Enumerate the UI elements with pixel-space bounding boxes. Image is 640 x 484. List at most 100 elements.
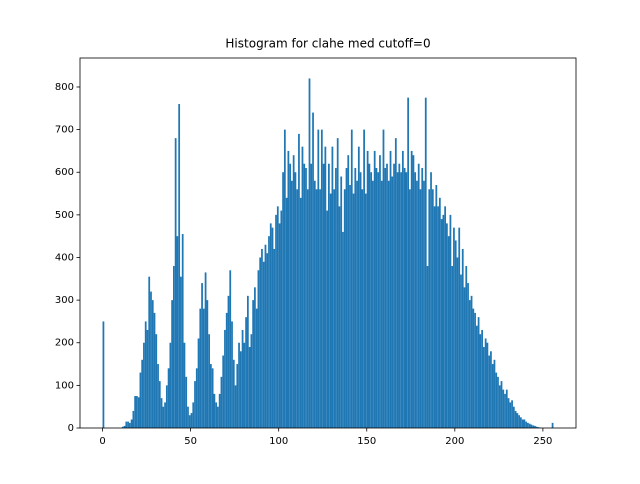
bar <box>335 168 337 428</box>
bar <box>321 130 323 428</box>
bar <box>161 398 163 428</box>
bar <box>450 215 452 428</box>
x-tick-label: 250 <box>533 436 552 447</box>
bar <box>148 277 150 428</box>
bar <box>242 330 244 428</box>
bar <box>409 189 411 428</box>
bar <box>460 275 462 428</box>
bar <box>141 360 143 428</box>
bar <box>494 360 496 428</box>
bar <box>150 292 152 428</box>
y-tick-label: 300 <box>55 295 74 306</box>
bar <box>340 177 342 428</box>
bar <box>275 215 277 428</box>
bar <box>247 296 249 428</box>
bar <box>520 417 522 428</box>
bar <box>444 206 446 428</box>
bar <box>184 343 186 428</box>
x-tick-label: 200 <box>445 436 464 447</box>
bar <box>199 309 201 428</box>
bar <box>268 236 270 428</box>
y-tick-label: 800 <box>55 82 74 93</box>
bar <box>476 326 478 428</box>
bar <box>295 172 297 428</box>
bar <box>332 147 334 428</box>
bar <box>365 194 367 428</box>
x-tick-label: 0 <box>99 436 105 447</box>
bar <box>487 343 489 428</box>
bar <box>358 147 360 428</box>
bar <box>266 253 268 428</box>
bar <box>428 189 430 428</box>
bar <box>272 228 274 428</box>
bar <box>330 194 332 428</box>
bar <box>168 368 170 428</box>
bar <box>201 283 203 428</box>
bar <box>467 283 469 428</box>
bar <box>265 245 267 428</box>
bar <box>529 424 531 428</box>
bar <box>317 130 319 428</box>
bar <box>298 134 300 428</box>
bar <box>173 266 175 428</box>
bar <box>177 236 179 428</box>
y-tick-label: 0 <box>68 423 74 434</box>
y-tick-label: 100 <box>55 380 74 391</box>
bar <box>256 309 258 428</box>
bar <box>212 368 214 428</box>
bar <box>464 287 466 428</box>
bar <box>441 219 443 428</box>
bar <box>157 364 159 428</box>
bar <box>316 189 318 428</box>
bar <box>504 394 506 428</box>
bar <box>439 198 441 428</box>
bar <box>233 360 235 428</box>
bar <box>198 338 200 428</box>
bar <box>312 113 314 428</box>
bar <box>307 189 309 428</box>
bar <box>203 309 205 428</box>
bar <box>423 181 425 428</box>
bar <box>360 172 362 428</box>
bar <box>414 172 416 428</box>
bar <box>136 396 138 428</box>
bar <box>411 151 413 428</box>
bar <box>455 240 457 428</box>
bar <box>490 351 492 428</box>
x-tick-label: 50 <box>184 436 197 447</box>
bar <box>435 185 437 428</box>
bar <box>162 407 164 428</box>
bar <box>252 300 254 428</box>
bar <box>132 411 134 428</box>
bar <box>300 198 302 428</box>
bar <box>531 425 533 428</box>
bar <box>178 104 180 428</box>
bar <box>342 232 344 428</box>
bar <box>404 168 406 428</box>
bar <box>492 364 494 428</box>
y-tick-label: 400 <box>55 252 74 263</box>
bar <box>390 151 392 428</box>
bar <box>397 172 399 428</box>
bar <box>138 397 140 428</box>
bar <box>254 287 256 428</box>
bar <box>192 402 194 428</box>
bar <box>236 364 238 428</box>
bar <box>309 78 311 428</box>
bar <box>324 147 326 428</box>
bar <box>263 262 265 428</box>
bar <box>261 249 263 428</box>
bar <box>386 164 388 428</box>
bar <box>502 390 504 428</box>
bar <box>286 198 288 428</box>
bar <box>427 266 429 428</box>
bar <box>527 423 529 428</box>
bar <box>483 347 485 428</box>
bar <box>289 164 291 428</box>
bar <box>370 172 372 428</box>
bar <box>314 181 316 428</box>
bar <box>196 368 198 428</box>
bar <box>425 98 427 428</box>
bar <box>458 228 460 428</box>
